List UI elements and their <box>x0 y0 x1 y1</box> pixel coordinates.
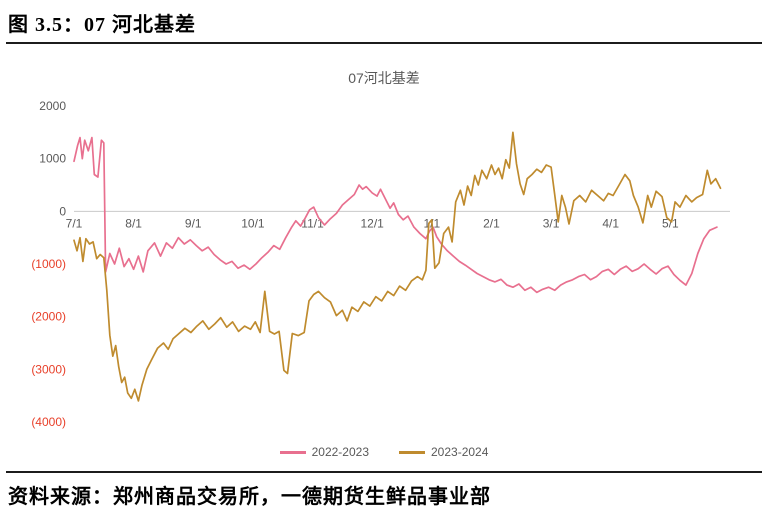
basis-chart-svg: 2000 1000 0 (1000) (2000) (3000) (4000) 7/1 8/1 9… <box>31 99 730 429</box>
legend-label-2022-2023: 2022-2023 <box>311 445 369 459</box>
svg-text:2000: 2000 <box>39 99 66 113</box>
svg-text:3/1: 3/1 <box>543 216 560 230</box>
svg-text:(2000): (2000) <box>31 310 66 324</box>
source-note: 资料来源：郑州商品交易所，一德期货生鲜品事业部 <box>8 486 491 508</box>
legend-swatch-2022-2023 <box>279 450 306 454</box>
svg-text:1000: 1000 <box>39 152 66 166</box>
legend-swatch-2023-2024 <box>399 450 425 454</box>
svg-text:(4000): (4000) <box>31 415 66 429</box>
chart-legend: 2022-2023 2023-2024 <box>22 445 746 459</box>
svg-text:9/1: 9/1 <box>185 216 202 230</box>
figure-caption: 图 3.5：07 河北基差 <box>8 14 196 36</box>
svg-text:11/1: 11/1 <box>301 216 324 230</box>
legend-item-2023-2024: 2023-2024 <box>399 445 488 459</box>
svg-text:5/1: 5/1 <box>662 216 679 230</box>
svg-text:12/1: 12/1 <box>361 216 385 230</box>
legend-label-2023-2024: 2023-2024 <box>431 445 489 459</box>
svg-text:10/1: 10/1 <box>241 216 265 230</box>
footer-divider <box>6 471 762 473</box>
svg-text:0: 0 <box>59 204 66 218</box>
svg-text:8/1: 8/1 <box>125 216 142 230</box>
svg-text:2/1: 2/1 <box>483 216 500 230</box>
legend-item-2022-2023: 2022-2023 <box>279 445 369 459</box>
svg-text:(1000): (1000) <box>31 257 66 271</box>
svg-text:(3000): (3000) <box>31 362 66 376</box>
header-divider <box>6 42 762 44</box>
basis-chart-card: 07河北基差 2000 1000 0 (1000) (2000) (3000) (4000)… <box>22 68 746 459</box>
svg-text:7/1: 7/1 <box>66 216 83 230</box>
svg-text:4/1: 4/1 <box>602 216 619 230</box>
chart-title: 07河北基差 <box>348 70 420 86</box>
